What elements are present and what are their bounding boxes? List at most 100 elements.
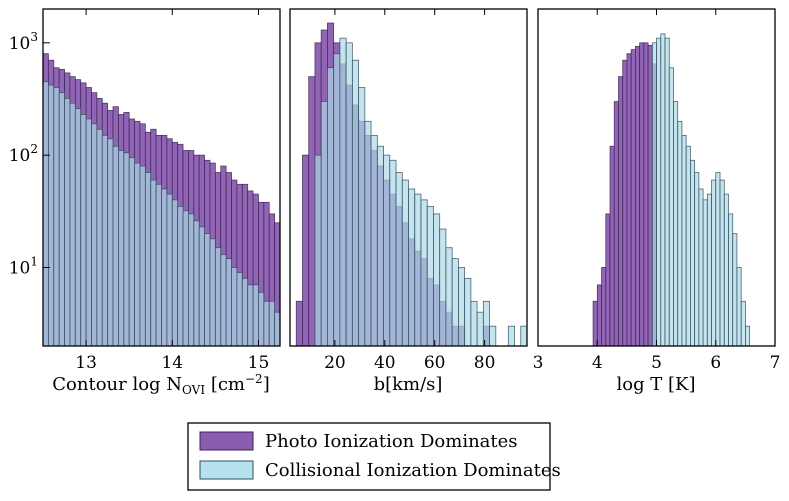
bar-collisional [719,179,725,346]
bar-photo [609,145,615,346]
bar-collisional [279,300,280,346]
bar-collisional [204,233,211,346]
bar-collisional [732,233,738,346]
legend-label-collisional: Collisional Ionization Dominates [265,460,561,481]
bar-collisional [685,145,691,346]
bar-photo [291,239,296,346]
bar-collisional [358,87,366,346]
bar-collisional [123,152,130,346]
panel-b-kms: 20 40 60 80 b[km/s] [289,8,528,395]
bar-collisional [698,188,704,346]
bar-group [43,53,296,346]
bar-collisional [247,284,254,346]
bar-collisional [241,277,249,346]
bar-photo [639,42,645,346]
bar-collisional [451,258,459,346]
axes-frame-b [289,8,528,347]
bar-collisional [177,205,184,346]
bar-photo [635,45,641,346]
bar-collisional [320,101,328,346]
bar-photo [618,76,624,346]
x-ticks-b: 20 40 60 80 [324,9,495,373]
x-tick-label: 20 [324,353,346,373]
x-axis-label-contour-log-n: Contour log NOVI [cm−2] [52,372,269,397]
bar-collisional [702,199,708,346]
bar-collisional [706,193,712,346]
x-tick-label: 40 [374,353,396,373]
bar-collisional [118,150,125,346]
bar-collisional [144,172,152,346]
bar-collisional [376,145,384,346]
bar-collisional [96,128,103,346]
axes-frame-contour-log-n [42,8,281,347]
bar-collisional [660,33,666,346]
bar-collisional [383,154,391,346]
bar-photo [279,213,280,346]
bar-collisional [274,311,280,346]
x-axis-label-log-t: log T [K] [616,374,695,395]
bar-collisional [723,193,729,346]
bar-collisional [439,228,447,346]
bar-collisional [231,267,238,346]
x-tick-label: 4 [592,353,603,373]
bar-photo [308,76,316,346]
bar-collisional [107,138,114,346]
bar-collisional [268,300,276,346]
bar-photo [613,101,619,346]
bar-photo [302,154,310,346]
bar-collisional [150,179,157,346]
bar-collisional [214,247,222,346]
bar-collisional [53,87,60,346]
bar-photo [601,267,607,346]
bar-collisional [745,325,751,346]
bar-collisional [258,291,265,346]
bar-collisional [520,325,527,346]
legend-label-photo: Photo Ionization Dominates [265,431,518,452]
y-ticks: 101 102 103 [9,30,50,278]
x-ticks-contour-log-n: 13 14 15 [75,9,269,373]
bar-collisional [155,183,162,346]
x-tick-label: 15 [248,353,270,373]
bar-photo [630,49,636,346]
panel-log-t: 3 4 5 6 7 log T [K] [533,8,780,395]
bar-collisional [445,247,453,346]
bar-collisional [101,134,109,346]
x-tick-label: 80 [474,353,496,373]
bar-collisional [715,172,721,346]
bar-collisional [225,258,232,346]
bar-collisional [651,42,657,346]
bar-collisional [291,312,296,346]
bar-collisional [252,284,259,346]
bar-collisional [476,311,484,346]
bar-collisional [47,84,55,346]
bar-collisional [470,300,478,346]
bar-collisional [507,325,515,346]
bar-photo [592,300,598,346]
bar-collisional [426,205,434,346]
bar-collisional [740,300,746,346]
bar-collisional [263,300,270,346]
bar-collisional [690,159,696,346]
bar-photo [295,300,303,346]
bar-collisional [401,179,409,346]
bar-collisional [220,254,227,346]
bar-photo [626,53,632,346]
bar-group [592,33,751,346]
bar-collisional [351,59,360,346]
x-tick-label: 60 [424,353,446,373]
histogram-bars-b [295,22,527,346]
bar-collisional [664,37,670,346]
bar-collisional [364,120,372,346]
bar-collisional [171,199,179,346]
bar-collisional [182,210,189,346]
bar-collisional [681,134,687,346]
bar-collisional [482,300,490,346]
axes-frame-log-t [537,8,776,347]
bar-collisional [370,134,378,346]
bar-collisional [327,67,335,346]
histogram-bars-log-t [592,33,751,346]
panel-contour-log-n: 13 14 15 101 102 103 Contour log NOVI [cm−2] [9,8,296,397]
bar-collisional [333,53,341,346]
x-axis-label-b: b[km/s] [374,374,443,395]
bar-collisional [209,238,216,346]
